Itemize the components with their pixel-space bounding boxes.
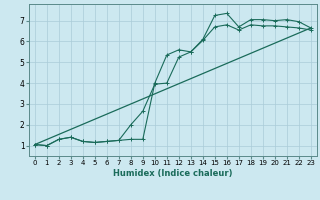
- X-axis label: Humidex (Indice chaleur): Humidex (Indice chaleur): [113, 169, 233, 178]
